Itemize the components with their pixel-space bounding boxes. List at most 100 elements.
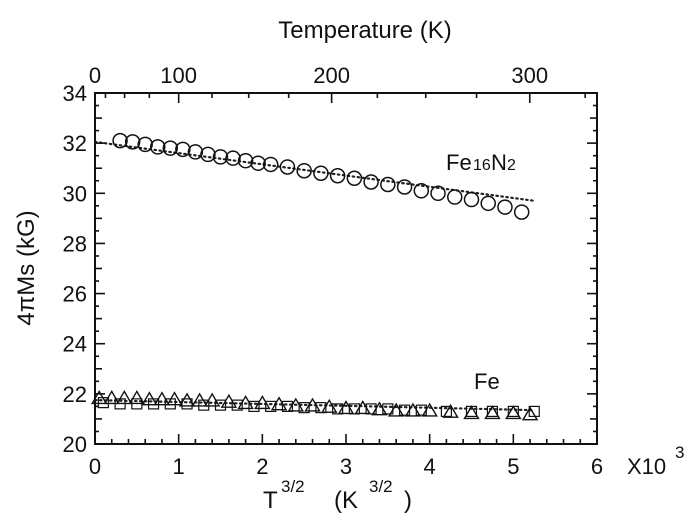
data-point-square <box>214 399 227 411</box>
data-point-triangle <box>354 400 371 415</box>
data-point-circle <box>124 134 141 150</box>
data-point-circle <box>112 132 128 149</box>
data-point-triangle <box>521 406 539 421</box>
data-point-square <box>315 402 327 414</box>
data-point-square <box>298 402 310 414</box>
x-tick-label: 0 <box>89 454 101 479</box>
data-point-triangle <box>337 400 355 415</box>
data-point-square <box>507 405 519 418</box>
y-tick-label: 30 <box>63 181 87 206</box>
data-point-square <box>332 403 344 415</box>
data-point-circle <box>279 159 296 175</box>
data-markers <box>90 132 540 421</box>
series-label-fe16n2-16: 16 <box>473 157 491 174</box>
data-point-circle <box>346 170 363 186</box>
data-point-circle <box>162 140 179 156</box>
x-tick-label: 5 <box>507 454 519 479</box>
y-axis-title: 4πMs (kG) <box>13 210 40 325</box>
data-point-square <box>281 400 294 412</box>
x-axis-title-unit-close: ) <box>404 487 412 514</box>
data-point-circle <box>513 204 530 220</box>
plot-frame <box>94 92 598 445</box>
data-point-circle <box>225 150 241 166</box>
data-point-square <box>528 405 540 418</box>
data-point-circle <box>413 183 430 199</box>
data-point-square <box>114 398 126 410</box>
top-tick-label: 100 <box>160 63 197 88</box>
y-tick-label: 34 <box>63 81 87 106</box>
data-point-triangle <box>404 402 422 417</box>
data-point-triangle <box>505 405 522 420</box>
series-label-fe16n2-n: N <box>491 150 507 175</box>
series-label-fe: Fe <box>474 369 500 394</box>
data-point-square <box>147 398 160 410</box>
y-tick-label: 22 <box>63 382 87 407</box>
x-axis-title-exp: 3/2 <box>281 477 305 496</box>
x-axis-title-unit-open: (K <box>334 487 358 514</box>
x-axis-title-unit-exp: 3/2 <box>369 477 393 496</box>
fit-line-1 <box>93 399 536 412</box>
series-label-fe16n2-2: 2 <box>507 157 516 174</box>
data-point-triangle <box>442 403 459 418</box>
data-point-square <box>265 400 277 412</box>
data-point-circle <box>200 146 216 163</box>
top-tick-label: 200 <box>313 63 350 88</box>
data-point-circle <box>175 141 191 158</box>
data-point-circle <box>329 167 346 184</box>
data-point-circle <box>480 195 496 212</box>
data-point-triangle <box>178 392 196 407</box>
data-point-circle <box>380 176 396 193</box>
x-tick-label: 2 <box>256 454 268 479</box>
top-tick-label: 0 <box>89 63 101 88</box>
data-point-square <box>465 405 478 418</box>
data-point-triangle <box>220 393 238 408</box>
data-point-circle <box>430 185 446 202</box>
data-point-square <box>440 405 452 418</box>
x-multiplier: X10 3 <box>627 443 684 479</box>
data-point-triangle <box>421 402 438 417</box>
data-point-square <box>415 404 427 416</box>
x-axis-title: T 3/2 (K 3/2 ) <box>263 477 412 514</box>
axis-ticks <box>94 92 598 445</box>
data-point-circle <box>296 162 312 179</box>
data-point-square <box>365 403 377 415</box>
data-point-triangle <box>484 405 501 420</box>
data-point-circle <box>250 155 266 171</box>
data-point-square <box>348 403 360 415</box>
data-point-circle <box>212 149 229 165</box>
data-point-circle <box>396 179 413 195</box>
data-point-square <box>131 398 143 410</box>
x-tick-label: 4 <box>424 454 436 479</box>
data-point-circle <box>150 139 166 155</box>
data-point-triangle <box>371 401 388 416</box>
data-point-circle <box>447 189 463 205</box>
y-tick-label: 32 <box>63 131 87 156</box>
data-point-triangle <box>128 390 146 405</box>
data-point-square <box>248 400 260 412</box>
data-point-circle <box>313 165 329 181</box>
data-point-circle <box>497 199 513 215</box>
x-tick-label: 1 <box>173 454 185 479</box>
series-label-fe16n2-fe: Fe <box>446 150 472 175</box>
data-point-square <box>231 399 243 411</box>
x-multiplier-exp: 3 <box>675 443 684 462</box>
data-point-triangle <box>463 405 480 420</box>
data-point-circle <box>262 156 279 173</box>
data-point-square <box>198 399 210 411</box>
data-point-circle <box>137 136 153 153</box>
x-tick-label: 3 <box>340 454 352 479</box>
top-tick-label: 300 <box>511 63 548 88</box>
data-point-circle <box>463 191 480 208</box>
data-point-circle <box>187 144 204 160</box>
y-tick-label: 20 <box>63 432 87 457</box>
data-point-square <box>398 404 411 416</box>
data-point-triangle <box>254 395 271 410</box>
y-tick-label: 24 <box>63 332 87 357</box>
data-point-square <box>164 398 176 410</box>
data-point-circle <box>237 152 254 169</box>
data-point-square <box>181 398 193 410</box>
data-point-square <box>382 403 394 415</box>
fit-lines <box>93 140 536 412</box>
